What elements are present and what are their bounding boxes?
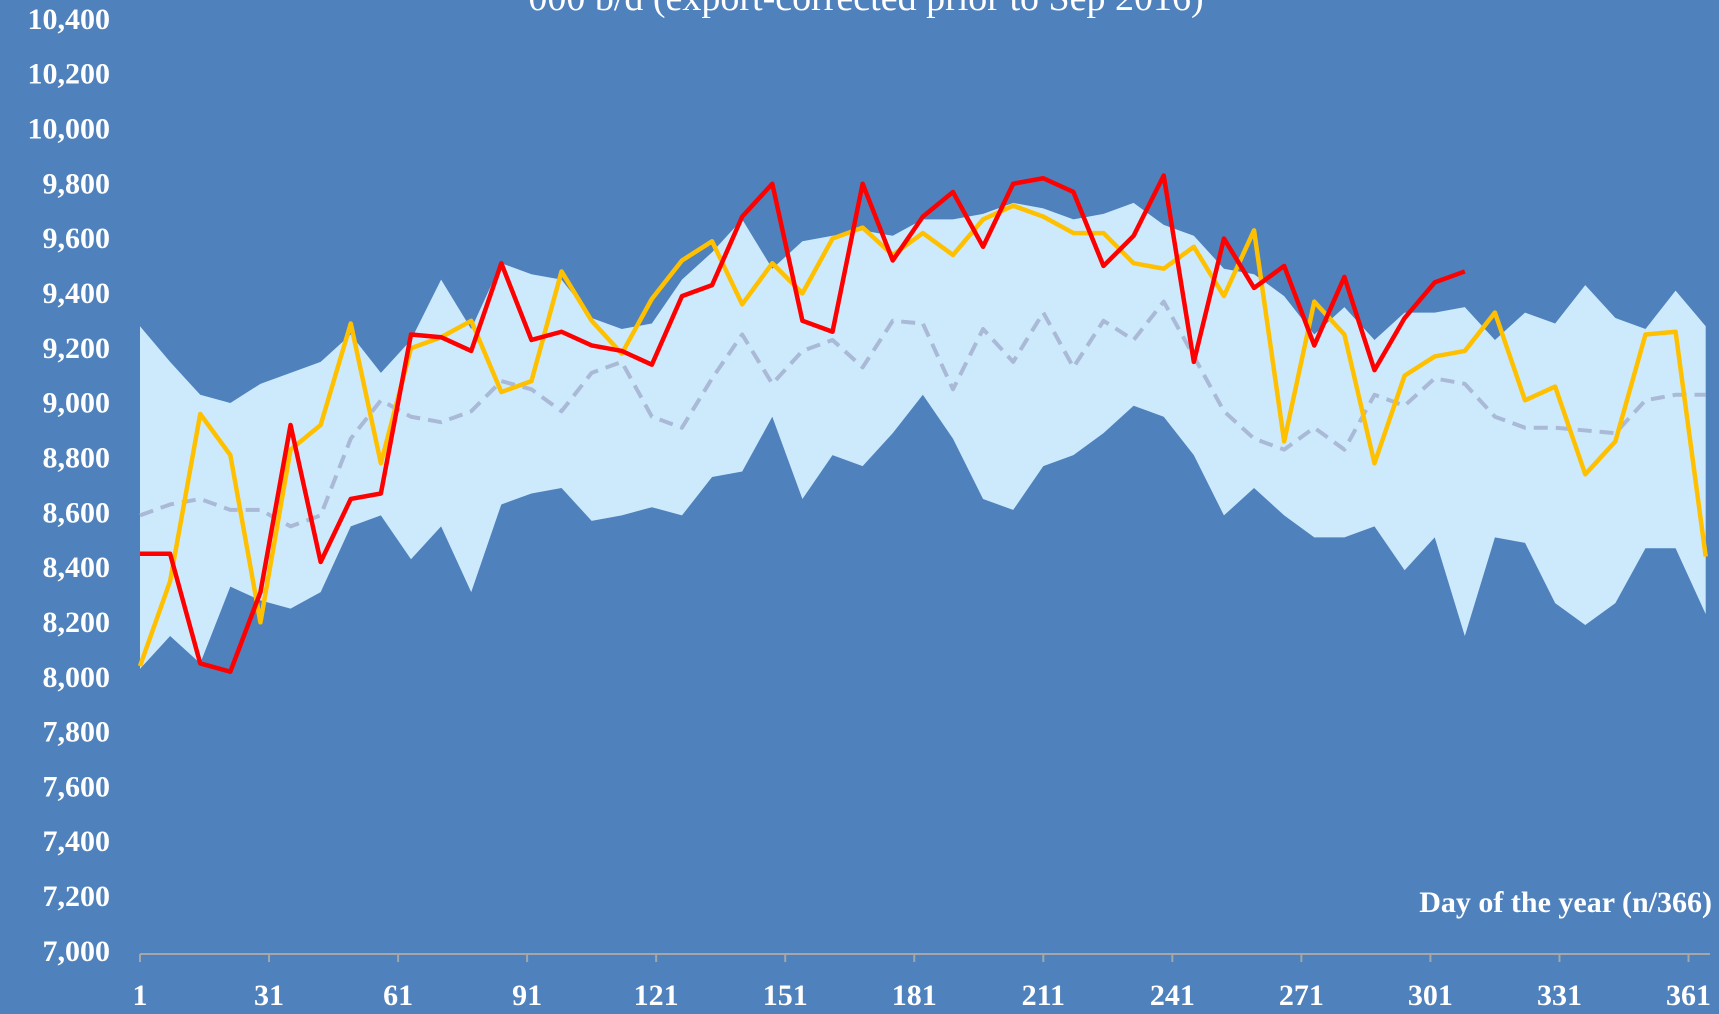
series-line (140, 173, 1466, 674)
series-line (139, 299, 1706, 529)
y-tick-label: 7,400 (43, 825, 111, 858)
x-tick-label: 61 (383, 979, 413, 1012)
y-tick-label: 8,000 (43, 661, 111, 694)
y-tick-label: 9,600 (43, 222, 111, 255)
range-band (140, 202, 1706, 669)
y-tick-label: 8,200 (43, 606, 111, 639)
x-tick-label: 241 (1150, 979, 1195, 1012)
chart-title: 000 b/d (export-corrected prior to Sep 2… (528, 0, 1203, 19)
x-tick-label: 361 (1666, 979, 1711, 1012)
x-tick-label: 151 (763, 979, 808, 1012)
y-tick-label: 8,800 (43, 441, 111, 474)
y-tick-label: 9,800 (43, 167, 111, 200)
y-tick-label: 7,800 (43, 716, 111, 749)
y-tick-label: 10,200 (28, 58, 111, 91)
y-tick-label: 9,000 (43, 387, 111, 420)
y-tick-label: 7,000 (43, 935, 111, 968)
y-tick-label: 10,400 (28, 3, 111, 36)
x-axis-label: Day of the year (n/366) (1419, 886, 1712, 919)
x-tick-label: 211 (1022, 979, 1065, 1012)
y-tick-label: 8,600 (43, 496, 111, 529)
y-tick-label: 10,000 (28, 113, 111, 146)
x-tick-label: 331 (1537, 979, 1582, 1012)
y-tick-label: 7,600 (43, 770, 111, 803)
y-tick-label: 7,200 (43, 880, 111, 913)
x-tick-label: 121 (634, 979, 679, 1012)
x-tick-label: 301 (1408, 979, 1453, 1012)
x-tick-label: 271 (1279, 979, 1324, 1012)
x-tick-label: 91 (512, 979, 542, 1012)
y-tick-label: 9,400 (43, 277, 111, 310)
x-tick-label: 181 (892, 979, 937, 1012)
y-tick-label: 8,400 (43, 551, 111, 584)
x-tick-label: 1 (133, 979, 148, 1012)
x-tick-label: 31 (254, 979, 284, 1012)
y-tick-label: 9,200 (43, 332, 111, 365)
